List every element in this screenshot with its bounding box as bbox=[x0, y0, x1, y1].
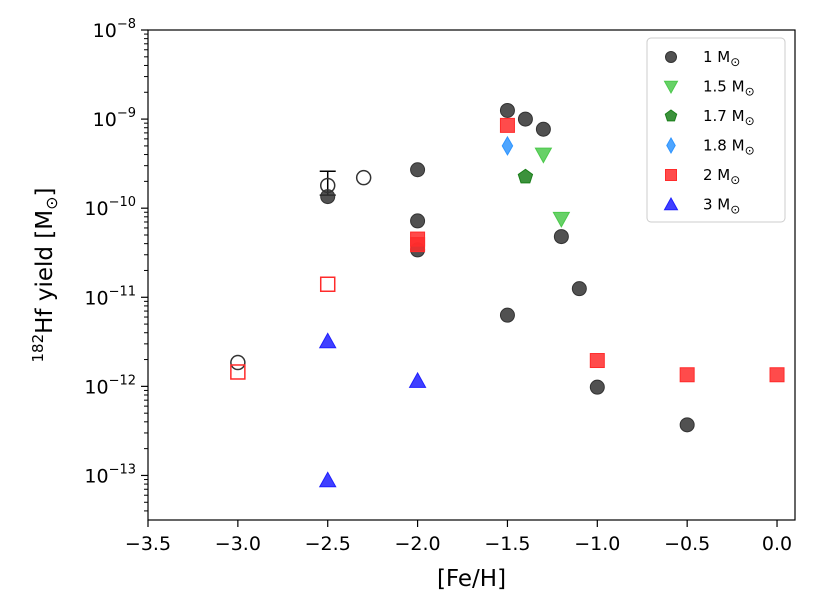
legend-label: 1.8 M⊙ bbox=[703, 137, 755, 158]
legend-marker bbox=[665, 51, 677, 63]
data-point-open bbox=[230, 354, 246, 371]
y-tick-label: 10−9 bbox=[93, 106, 136, 131]
data-point bbox=[499, 307, 515, 323]
data-point-open bbox=[319, 276, 336, 293]
data-point bbox=[589, 379, 605, 395]
data-point bbox=[320, 189, 336, 205]
x-tick-label: −3.5 bbox=[125, 533, 171, 555]
data-point bbox=[517, 111, 533, 127]
plot-marks bbox=[230, 102, 785, 488]
legend-marker bbox=[663, 80, 679, 95]
legend-label: 3 M⊙ bbox=[703, 196, 740, 217]
data-point bbox=[552, 211, 571, 228]
y-tick-label: 10−12 bbox=[84, 373, 136, 398]
legend-marker bbox=[665, 169, 677, 181]
data-point bbox=[679, 417, 695, 433]
data-point bbox=[517, 168, 534, 184]
data-point bbox=[553, 229, 569, 245]
axes: −3.5 −3.0 −2.5 −2.0 −1.5 −1.0 −0.5 0.0 10−13 10−1… bbox=[29, 17, 796, 592]
legend-label: 1.7 M⊙ bbox=[703, 107, 755, 128]
data-point bbox=[318, 332, 337, 349]
x-tick-label: −1.5 bbox=[484, 533, 530, 555]
x-tick-label: −3.0 bbox=[215, 533, 261, 555]
y-tick-label: 10−8 bbox=[93, 17, 136, 42]
legend: 1 M⊙ 1.5 M⊙ 1.7 M⊙ 1.8 M⊙ 2 M⊙ 3 M⊙ bbox=[646, 37, 786, 223]
data-point bbox=[534, 147, 553, 164]
x-tick-label: 0.0 bbox=[762, 533, 792, 555]
y-axis-title: 182Hf yield [M⊙] bbox=[29, 187, 61, 362]
data-point bbox=[410, 237, 426, 253]
x-tick-label: −2.0 bbox=[395, 533, 441, 555]
y-tick-label: 10−10 bbox=[84, 195, 136, 220]
data-point bbox=[499, 117, 515, 133]
legend-marker bbox=[666, 136, 676, 155]
data-point bbox=[318, 471, 337, 488]
data-point bbox=[501, 135, 514, 156]
data-point bbox=[589, 353, 605, 369]
data-point bbox=[410, 213, 426, 229]
legend-box bbox=[646, 37, 786, 223]
y-tick-label: 10−13 bbox=[84, 462, 136, 487]
data-point-open bbox=[230, 364, 246, 380]
x-axis-title: [Fe/H] bbox=[437, 566, 506, 592]
data-point-open bbox=[355, 169, 372, 186]
legend-marker bbox=[663, 196, 679, 211]
legend-label: 1 M⊙ bbox=[703, 48, 740, 69]
x-tick-label: −2.5 bbox=[305, 533, 351, 555]
data-point bbox=[769, 367, 785, 383]
data-point bbox=[410, 162, 426, 178]
plot-frame bbox=[147, 29, 796, 521]
x-tick-label: −1.0 bbox=[574, 533, 620, 555]
data-point bbox=[679, 367, 695, 383]
data-point bbox=[408, 371, 427, 388]
x-tick-label: −0.5 bbox=[664, 533, 710, 555]
y-tick-label: 10−11 bbox=[84, 284, 136, 309]
legend-marker bbox=[664, 109, 678, 122]
legend-label: 1.5 M⊙ bbox=[703, 78, 755, 99]
data-point bbox=[535, 121, 551, 137]
data-point bbox=[499, 102, 515, 118]
data-point bbox=[571, 281, 587, 297]
legend-label: 2 M⊙ bbox=[703, 166, 740, 187]
